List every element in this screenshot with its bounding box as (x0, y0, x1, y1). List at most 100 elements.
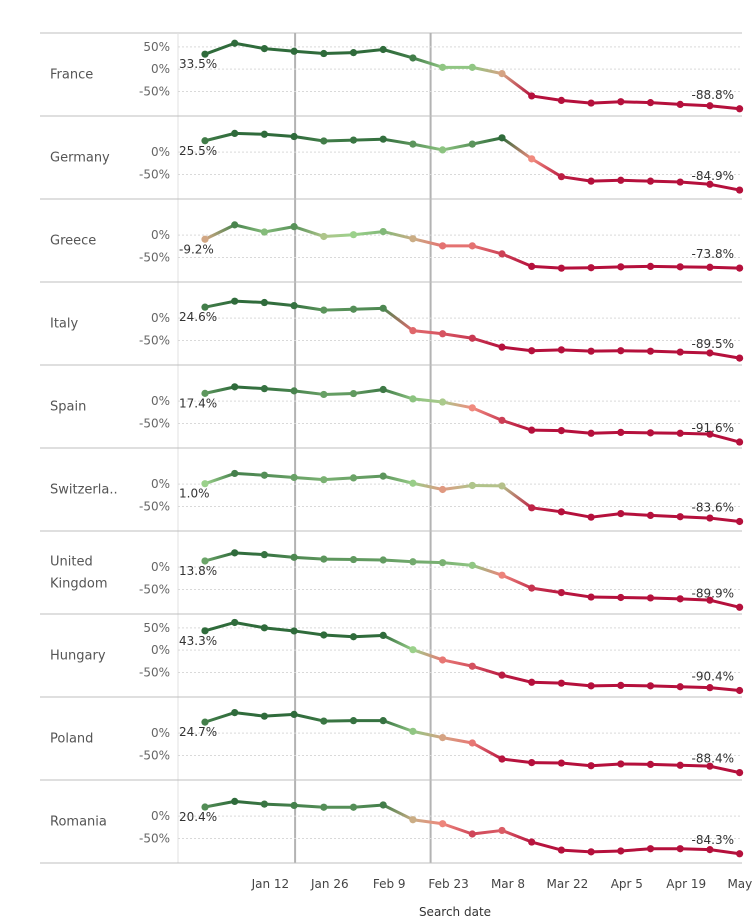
data-point (201, 235, 209, 243)
series-segment (559, 98, 593, 105)
series-segment (203, 799, 237, 809)
panel-greece: Greece 0% -50% -9.2% -73.8% (40, 221, 744, 283)
data-point (646, 845, 655, 853)
country-label: Kingdom (50, 577, 108, 592)
x-tick-label: Feb 9 (373, 877, 406, 891)
series-segment (559, 681, 593, 688)
data-point (379, 135, 387, 143)
first-value-label: 24.6% (179, 310, 217, 324)
y-tick-label: 0% (151, 726, 170, 740)
y-tick-label: -50% (139, 831, 170, 845)
series-segment (649, 596, 682, 601)
data-point (349, 717, 358, 725)
series-segment (322, 392, 355, 396)
first-value-label: 20.4% (179, 810, 217, 824)
data-point (260, 45, 268, 53)
series-segment (441, 142, 474, 152)
data-point (646, 760, 655, 768)
data-point (379, 631, 387, 640)
series-segment (559, 591, 593, 599)
series-segment (233, 620, 266, 630)
last-value-label: -90.4% (692, 670, 734, 684)
data-point (528, 92, 536, 100)
series-segment (352, 388, 385, 396)
data-point (646, 177, 655, 185)
series-segment (470, 136, 504, 146)
data-point (468, 481, 476, 490)
series-segment (262, 553, 296, 559)
series-segment (559, 175, 593, 183)
data-point (320, 232, 328, 241)
series-segment (500, 828, 534, 844)
series-segment (292, 475, 326, 482)
data-point (528, 504, 536, 512)
first-value-label: 24.7% (179, 725, 217, 739)
series-segment (262, 301, 296, 308)
data-point (557, 588, 566, 597)
series-segment (589, 178, 623, 183)
series-segment (292, 712, 326, 723)
data-point (290, 302, 298, 310)
data-point (557, 346, 566, 354)
series-segment (708, 516, 742, 523)
data-point (320, 803, 328, 811)
data-point (676, 348, 684, 356)
country-label: Italy (50, 317, 79, 332)
series-segment (530, 264, 563, 270)
series-segment (500, 573, 534, 590)
data-point (379, 801, 387, 809)
data-point (349, 555, 358, 564)
data-point (736, 438, 744, 446)
data-point (706, 180, 714, 188)
series-segment (470, 563, 504, 577)
series-segment (381, 633, 415, 652)
series-segment (411, 397, 445, 404)
data-point (646, 682, 655, 690)
data-point (528, 155, 536, 163)
data-point (617, 847, 625, 855)
data-point (320, 306, 328, 314)
data-point (646, 99, 655, 107)
data-point (557, 264, 566, 272)
series-segment (203, 551, 237, 563)
data-point (320, 717, 328, 725)
data-point (379, 717, 387, 725)
series-segment (381, 558, 415, 564)
data-point (498, 250, 506, 258)
data-point (528, 584, 536, 592)
data-point (349, 136, 358, 144)
series-segment (500, 484, 534, 510)
data-point (439, 559, 447, 567)
data-point (736, 603, 744, 611)
series-segment (381, 48, 415, 60)
series-segment (708, 265, 742, 270)
data-point (706, 263, 714, 271)
series-segment (530, 506, 563, 514)
data-point (260, 800, 268, 808)
y-tick-label: 0% (151, 560, 170, 574)
y-tick-label: 50% (143, 621, 170, 635)
data-point (498, 70, 506, 78)
data-point (736, 186, 744, 194)
series-segment (381, 388, 415, 401)
x-tick-label: Apr 5 (611, 877, 643, 891)
data-point (290, 627, 298, 635)
y-tick-label: -50% (139, 416, 170, 430)
data-point (706, 514, 714, 522)
data-point (587, 682, 595, 690)
series-segment (203, 223, 237, 241)
data-point (528, 838, 536, 846)
series-segment (589, 265, 623, 270)
series-segment (292, 803, 326, 809)
country-label: Poland (50, 732, 93, 747)
country-label: Greece (50, 234, 96, 249)
series-segment (678, 515, 712, 520)
data-point (557, 846, 566, 854)
series-segment (649, 349, 682, 354)
series-segment (559, 848, 593, 854)
data-point (617, 98, 625, 106)
series-segment (530, 680, 563, 685)
series-segment (589, 762, 623, 768)
series-segment (233, 711, 266, 718)
data-point (379, 304, 387, 312)
